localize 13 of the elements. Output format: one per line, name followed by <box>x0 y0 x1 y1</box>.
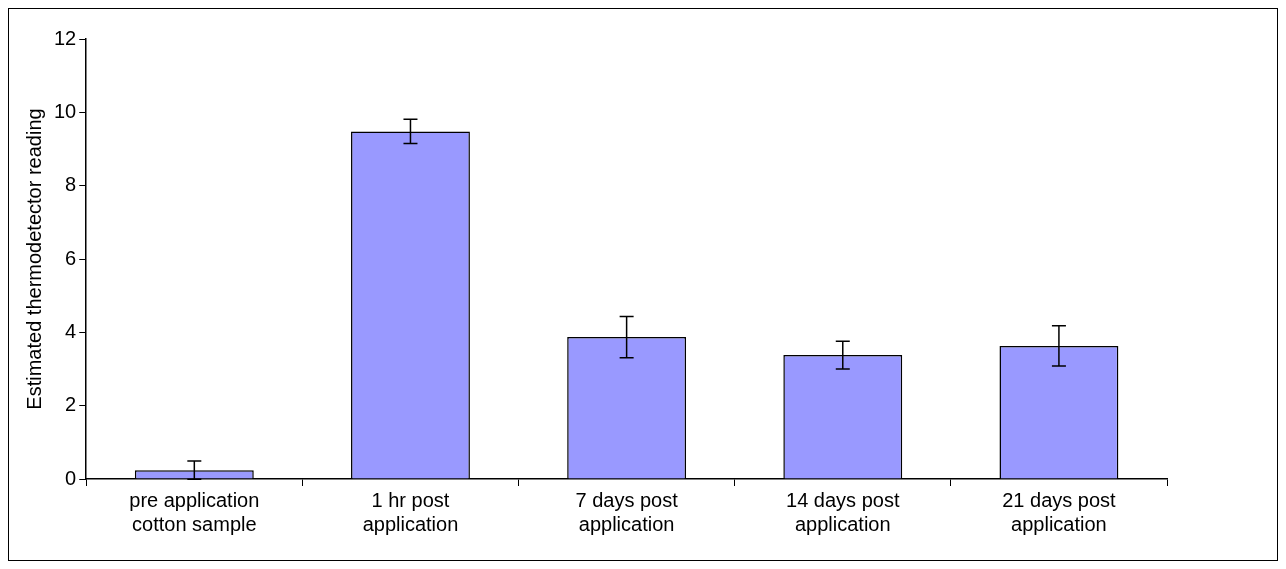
x-tick-label: 21 days post application <box>1002 488 1117 535</box>
y-tick-label: 0 <box>65 466 77 489</box>
x-tick-label: 1 hr post application <box>362 488 459 535</box>
y-axis-title: Estimated thermodetector reading <box>22 108 45 410</box>
y-tick-label: 2 <box>65 393 77 416</box>
y-tick-label: 10 <box>54 99 77 122</box>
x-tick-label: 7 days post application <box>575 488 679 535</box>
x-tick-label: 14 days post application <box>786 488 900 535</box>
y-tick-label: 4 <box>65 319 77 342</box>
y-tick-label: 8 <box>65 173 77 196</box>
y-tick-label: 12 <box>54 26 77 49</box>
y-tick-label: 6 <box>65 246 77 269</box>
x-tick-label: pre application cotton sample <box>129 488 260 535</box>
